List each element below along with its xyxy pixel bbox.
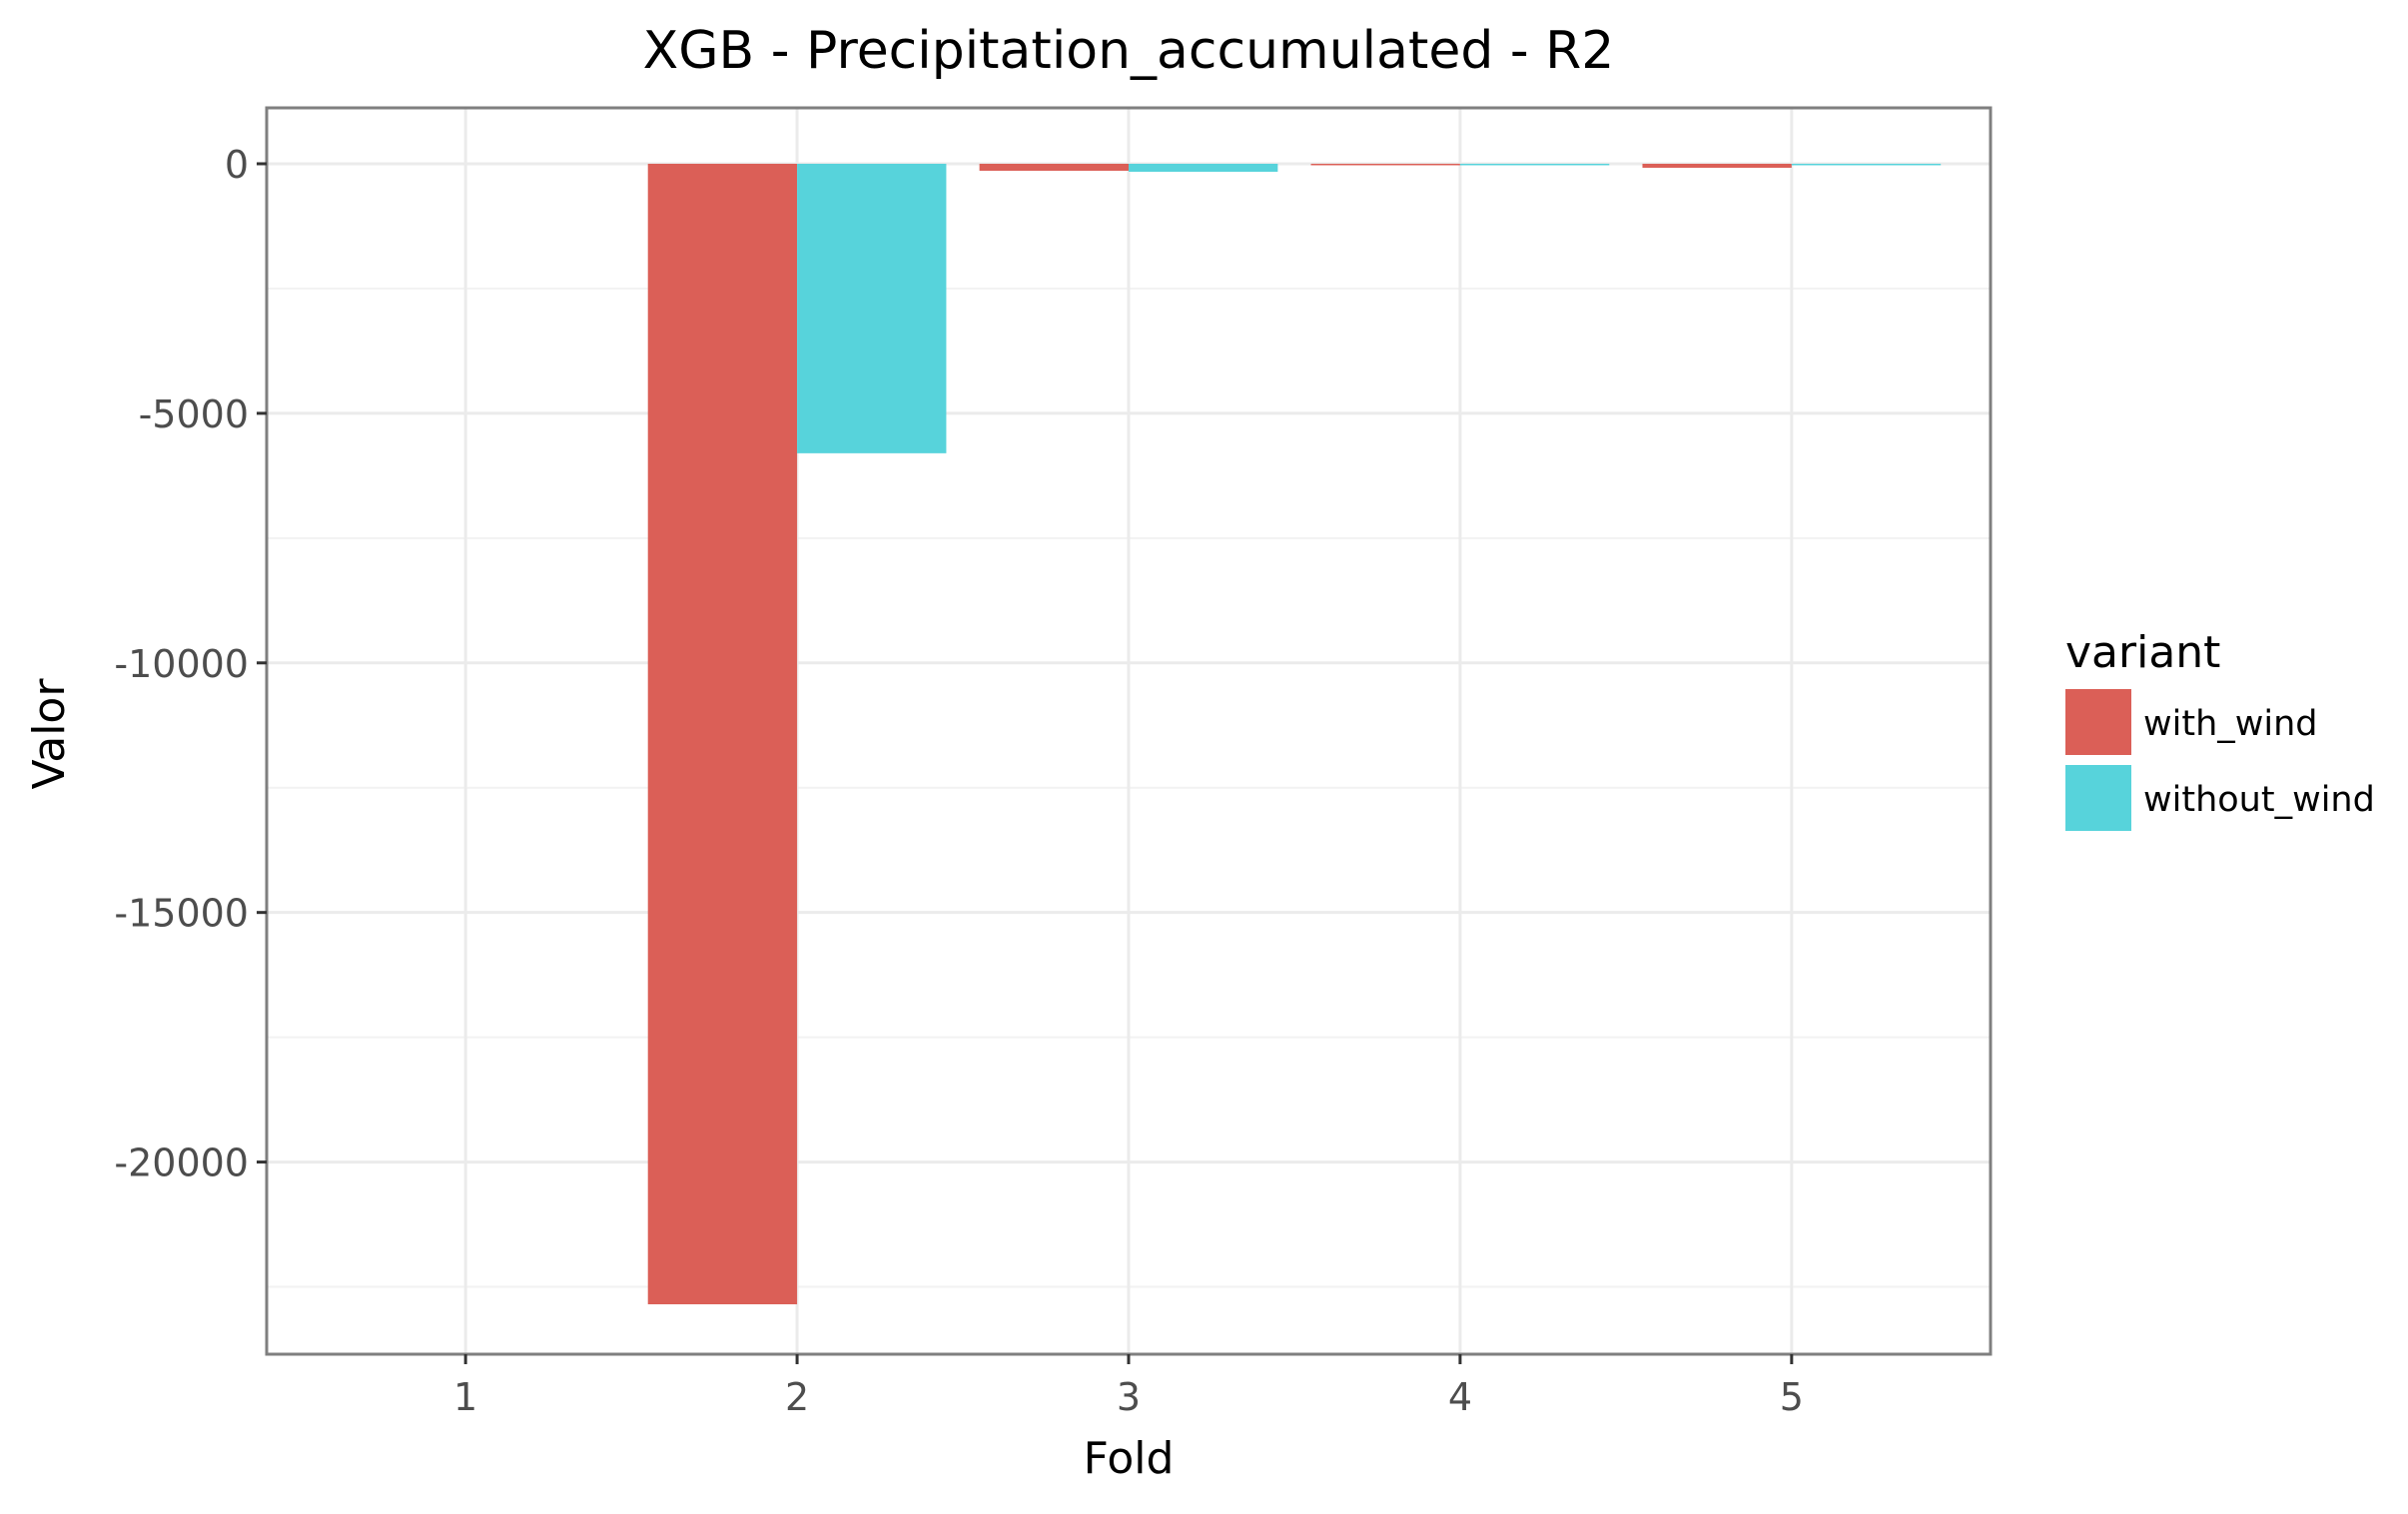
x-tick-label: 2 [785, 1375, 809, 1419]
bar-without_wind-fold-4 [1459, 163, 1610, 166]
legend-swatch-without_wind [2065, 765, 2131, 831]
x-tick-label: 5 [1780, 1375, 1804, 1419]
bar-with_wind-fold-4 [1310, 163, 1460, 166]
x-axis: 1 2 3 4 5 [453, 1354, 1804, 1419]
legend-items: with_wind without_wind [2065, 689, 2375, 831]
bar-without_wind-fold-2 [797, 163, 947, 453]
bar-without_wind-fold-3 [1129, 163, 1278, 172]
y-tick-label: -5000 [139, 392, 249, 436]
chart-title: XGB - Precipitation_accumulated - R2 [643, 21, 1615, 81]
y-axis-label: Valor [24, 678, 75, 790]
legend-label-without_wind: without_wind [2143, 780, 2375, 820]
x-axis-label: Fold [1084, 1433, 1175, 1484]
y-tick-label: 0 [225, 143, 249, 187]
y-tick-label: -10000 [114, 642, 249, 686]
y-tick-label: -15000 [114, 892, 249, 936]
y-axis: 0 -5000 -10000 -15000 -20000 [114, 143, 267, 1185]
bar-with_wind-fold-3 [979, 163, 1129, 171]
y-tick-label: -20000 [114, 1141, 249, 1185]
bar-without_wind-fold-5 [1791, 163, 1942, 166]
bar-with_wind-fold-5 [1642, 163, 1792, 168]
x-tick-label: 4 [1448, 1375, 1472, 1419]
bars [647, 163, 1942, 1305]
x-tick-label: 3 [1117, 1375, 1141, 1419]
bar-with_wind-fold-2 [647, 163, 798, 1305]
legend: variant with_wind without_wind [2065, 627, 2375, 831]
legend-title: variant [2065, 627, 2220, 678]
legend-swatch-with_wind [2065, 689, 2131, 755]
legend-label-with_wind: with_wind [2143, 704, 2318, 744]
x-tick-label: 1 [453, 1375, 477, 1419]
